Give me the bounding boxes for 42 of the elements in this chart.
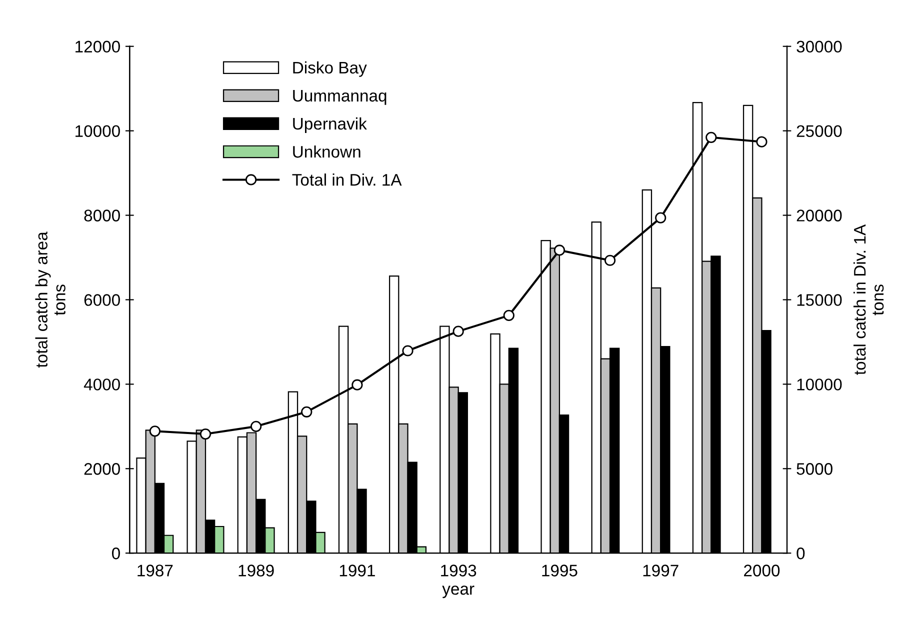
y2-tick-label: 5000 (796, 463, 832, 475)
x-tick-label: 1997 (643, 564, 678, 576)
point (706, 132, 717, 143)
legend-label: Uummannaq (293, 90, 386, 105)
y-tick-label: 6000 (84, 294, 120, 306)
y2-tick-label: 20000 (796, 210, 842, 222)
x-tick-label: 2000 (744, 564, 780, 576)
x-tick-label: 1995 (542, 564, 578, 576)
y2-tick-label: 10000 (797, 378, 842, 390)
legend-label: Upernavik (293, 117, 367, 133)
y-tick-label: 8000 (84, 210, 120, 222)
x-axis-title: year (442, 586, 474, 598)
point (352, 379, 363, 390)
point (200, 428, 212, 440)
y-tick-label: 2000 (84, 463, 120, 475)
x-tick-label: 1989 (238, 564, 274, 576)
y-tick-label: 10000 (76, 125, 120, 138)
y-tick-label: 12000 (76, 40, 120, 53)
point (554, 244, 566, 256)
x-tick-label: 1993 (441, 564, 476, 576)
point (452, 326, 464, 337)
point (301, 406, 312, 418)
y2-tick-label: 15000 (797, 294, 842, 306)
y-axis-title: total catch by area tons (35, 232, 66, 368)
point (250, 420, 262, 432)
y2-tick-label: 30000 (796, 40, 842, 53)
point (149, 426, 160, 437)
point (402, 345, 414, 356)
point (655, 212, 666, 224)
y2-tick-label: 0 (796, 548, 805, 560)
legend-label: Unknown (293, 145, 360, 158)
point (503, 310, 514, 321)
point (756, 136, 768, 148)
point (604, 254, 616, 266)
y2-axis-title: total catch in Div. 1A tons (853, 224, 884, 375)
legend-label: Total in Div. 1A (292, 173, 402, 186)
x-tick-label: 1991 (340, 564, 375, 576)
y-tick-label: 4000 (84, 378, 120, 390)
x-tick-label: 1987 (138, 564, 173, 576)
y-tick-label: 0 (112, 548, 120, 560)
legend-label: Disko Bay (293, 61, 367, 77)
y2-tick-label: 25000 (796, 125, 842, 138)
